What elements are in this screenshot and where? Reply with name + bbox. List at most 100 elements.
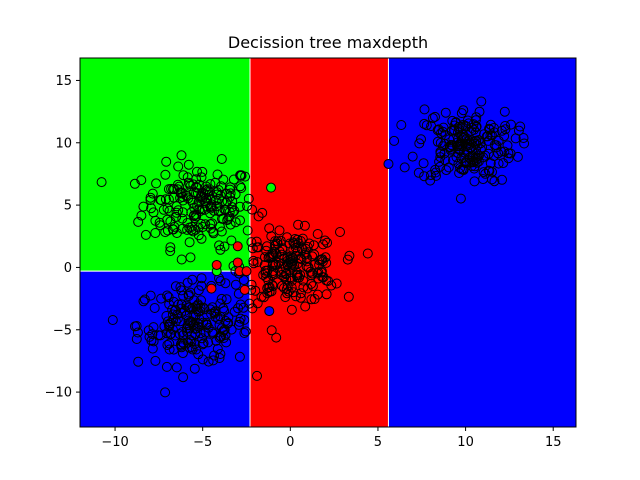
data-point-lower-left <box>164 344 175 355</box>
data-point-lower-left <box>170 281 181 292</box>
highlighted-point-red <box>232 241 243 252</box>
data-point-upper-left <box>133 216 144 227</box>
data-point-middle <box>229 306 240 317</box>
scatter-points <box>96 96 530 398</box>
data-point-lower-left <box>193 349 204 360</box>
data-point-lower-left <box>200 327 211 338</box>
data-point-upper-left <box>194 204 205 215</box>
data-point-lower-left <box>149 303 160 313</box>
data-point-lower-left <box>198 317 209 328</box>
data-point-middle <box>271 248 281 259</box>
data-point-middle <box>292 272 303 283</box>
data-point-upper-left <box>253 211 264 222</box>
data-point-middle <box>306 294 317 305</box>
data-point-upper-right <box>484 124 495 135</box>
data-point-lower-left <box>175 282 186 293</box>
data-point-upper-left <box>243 193 254 204</box>
data-point-upper-left <box>191 211 202 222</box>
data-point-upper-right <box>441 165 452 176</box>
data-point-lower-left <box>138 296 149 307</box>
x-tick-label: 5 <box>374 435 382 450</box>
data-point-upper-left <box>235 181 246 192</box>
data-point-upper-right <box>489 127 500 138</box>
data-point-lower-left <box>207 326 218 337</box>
data-point-upper-left <box>183 193 194 204</box>
data-point-middle <box>252 257 263 268</box>
data-point-middle <box>312 268 323 279</box>
data-point-middle <box>302 252 312 263</box>
data-point-middle <box>343 291 354 302</box>
decision-region-green <box>79 57 251 272</box>
data-point-upper-left <box>177 187 188 198</box>
data-point-upper-right <box>416 134 426 145</box>
data-point-upper-right <box>464 142 475 153</box>
data-point-upper-left <box>224 211 235 222</box>
data-point-upper-right <box>465 157 476 168</box>
data-point-lower-left <box>170 330 181 341</box>
data-point-upper-right <box>519 138 530 149</box>
data-point-lower-left <box>155 330 166 341</box>
highlighted-point-blue <box>264 306 275 317</box>
data-point-upper-left <box>171 207 182 218</box>
data-point-upper-right <box>434 156 445 167</box>
data-point-upper-right <box>487 130 497 141</box>
data-point-upper-right <box>451 140 462 151</box>
plot-area <box>79 57 577 428</box>
data-point-upper-left <box>189 210 200 221</box>
highlighted-point-red <box>241 266 252 277</box>
data-point-lower-left <box>266 325 277 336</box>
data-point-middle <box>276 267 287 278</box>
data-point-lower-left <box>171 362 182 373</box>
data-point-upper-right <box>438 122 449 133</box>
data-point-upper-right <box>471 121 482 132</box>
data-point-lower-left <box>220 330 231 341</box>
data-point-middle <box>248 255 259 266</box>
data-point-middle <box>280 292 291 303</box>
data-point-upper-right <box>497 174 507 185</box>
data-point-upper-left <box>171 201 182 212</box>
data-point-lower-left <box>132 327 143 338</box>
data-point-middle <box>342 254 353 265</box>
data-point-upper-left <box>151 178 162 189</box>
data-point-lower-left <box>234 316 245 327</box>
data-point-lower-left <box>161 361 172 372</box>
data-point-middle <box>318 272 329 283</box>
data-point-upper-right <box>480 168 491 179</box>
data-point-upper-left <box>150 228 161 238</box>
data-point-upper-left <box>201 181 212 192</box>
data-point-middle <box>252 242 262 253</box>
data-point-lower-left <box>210 311 221 322</box>
data-point-upper-right <box>470 127 481 138</box>
data-point-upper-left <box>197 166 208 177</box>
data-point-lower-left <box>170 305 181 316</box>
data-point-lower-left <box>147 329 158 340</box>
data-point-middle <box>321 257 332 268</box>
data-point-lower-left <box>222 318 233 329</box>
data-point-middle <box>298 275 309 286</box>
data-point-upper-right <box>493 158 504 169</box>
data-point-upper-right <box>439 148 450 159</box>
x-tick-label: 0 <box>286 435 294 450</box>
data-point-upper-right <box>456 108 467 119</box>
data-point-upper-left <box>242 225 253 236</box>
data-point-middle <box>312 289 323 300</box>
data-point-lower-left <box>176 342 187 353</box>
data-point-upper-right <box>413 167 424 178</box>
data-point-upper-right <box>500 121 511 131</box>
data-point-lower-left <box>196 273 207 284</box>
data-point-upper-left <box>195 190 206 201</box>
data-point-upper-right <box>440 130 451 140</box>
data-point-lower-left <box>215 276 226 286</box>
data-point-upper-left <box>190 224 201 235</box>
data-point-middle <box>289 260 300 271</box>
data-point-middle <box>298 282 309 293</box>
data-point-lower-left <box>190 323 200 334</box>
data-point-upper-left <box>206 201 217 212</box>
data-point-upper-left <box>160 194 171 205</box>
data-point-lower-left <box>193 299 204 310</box>
data-point-upper-left <box>178 195 188 206</box>
data-point-lower-left <box>240 326 251 337</box>
data-point-upper-right <box>432 125 443 136</box>
data-point-upper-left <box>184 179 195 189</box>
data-point-upper-left <box>196 218 207 229</box>
